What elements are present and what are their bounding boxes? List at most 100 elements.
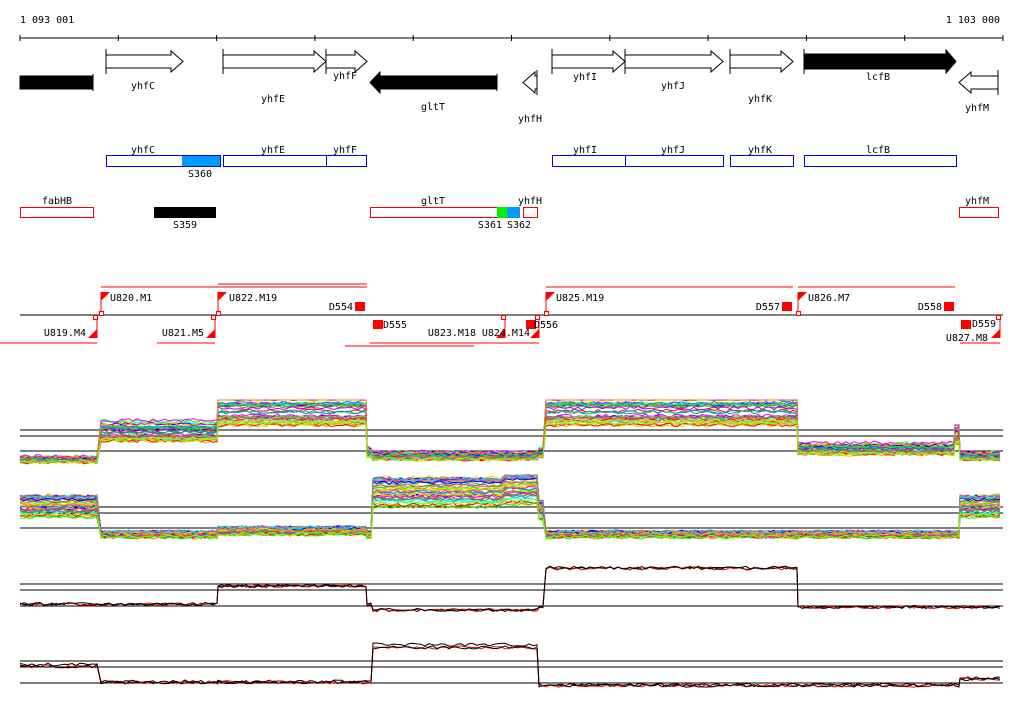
gene-gltT[interactable] xyxy=(369,70,498,95)
tu-lower-U824.M14[interactable]: U824.M14 xyxy=(470,315,540,344)
segment-label: S359 xyxy=(173,220,197,231)
tu-label: U822.M19 xyxy=(229,293,277,304)
forward-gene-yhfE[interactable]: yhfE xyxy=(223,145,327,167)
gene-label: gltT xyxy=(421,102,445,113)
reverse-gene-gltT[interactable]: gltT xyxy=(370,196,498,218)
gene-yhfK[interactable] xyxy=(729,49,794,74)
tu-lower-U827.M8[interactable]: U827.M8 xyxy=(946,315,1001,344)
reverse-gene-box xyxy=(523,207,538,218)
tu-label: U821.M5 xyxy=(162,328,204,339)
downshift-D556[interactable]: D556 xyxy=(526,320,558,331)
gene-yhfE[interactable] xyxy=(222,49,327,74)
gene-yhfC[interactable] xyxy=(105,49,184,74)
reverse-gene-label: gltT xyxy=(421,196,445,207)
downshift-D557[interactable]: D557 xyxy=(756,302,792,313)
gene-lcfB[interactable] xyxy=(803,48,957,75)
gene-label: yhfK xyxy=(748,94,772,105)
forward-gene-label: lcfB xyxy=(866,145,890,156)
gene-label: yhfC xyxy=(131,81,155,92)
downshift-marker xyxy=(355,302,365,311)
gene-arrow-shape xyxy=(624,49,724,74)
reverse-gene-fabHB[interactable]: fabHB xyxy=(20,196,94,218)
forward-gene-yhfF[interactable]: yhfF xyxy=(326,145,367,167)
forward-strand-track: yhfC yhfE yhfF yhfI yhfJ yhfK lcfB S360 xyxy=(106,145,957,180)
tu-upper-U822.M19[interactable]: U822.M19 xyxy=(216,286,368,316)
downshift-marker xyxy=(526,320,536,329)
forward-gene-box xyxy=(106,155,221,167)
tu-label: U826.M7 xyxy=(808,293,850,304)
expression-profile-line xyxy=(19,474,1001,535)
ruler: 1 093 001 1 103 000 xyxy=(19,15,1004,41)
tu-marker xyxy=(501,315,506,320)
promoter-flag-icon xyxy=(496,329,505,338)
downshift-marker xyxy=(944,302,954,311)
expression-panel-1 xyxy=(19,399,1003,465)
segment-label: S362 xyxy=(507,220,531,231)
forward-gene-box xyxy=(326,155,367,167)
reverse-gene-label: yhfM xyxy=(965,196,989,207)
gene-fabHB[interactable] xyxy=(19,74,94,91)
forward-gene-label: yhfI xyxy=(573,145,597,156)
tu-marker xyxy=(544,311,549,316)
segment-S361[interactable] xyxy=(497,207,507,218)
tu-marker xyxy=(211,315,216,320)
gene-arrow-shape xyxy=(105,49,184,74)
forward-gene-box xyxy=(625,155,724,167)
segment-S360[interactable] xyxy=(182,156,220,166)
expression-profile-line xyxy=(19,645,1001,688)
gene-yhfM[interactable] xyxy=(958,70,999,95)
downshift-D559[interactable]: D559 xyxy=(961,319,996,330)
promoter-flag-icon xyxy=(88,329,97,338)
gene-yhfJ[interactable] xyxy=(624,49,724,74)
forward-gene-yhfC[interactable]: yhfC xyxy=(106,145,221,167)
expression-profile-line xyxy=(19,479,1001,536)
forward-gene-label: yhfJ xyxy=(661,145,685,156)
downshift-marker xyxy=(782,302,792,311)
reverse-gene-box xyxy=(370,207,498,218)
expression-profile-line xyxy=(19,483,1001,537)
ruler-ticks xyxy=(19,35,1004,41)
ruler-start-label: 1 093 001 xyxy=(20,15,74,26)
tu-lower-U819.M4[interactable]: U819.M4 xyxy=(0,315,98,344)
downshift-D555[interactable]: D555 xyxy=(373,320,407,331)
segment-S359[interactable] xyxy=(154,207,216,218)
reverse-gene-yhfM[interactable]: yhfM xyxy=(959,196,999,218)
tu-label: U820.M1 xyxy=(110,293,152,304)
forward-gene-lcfB[interactable]: lcfB xyxy=(804,145,957,167)
gene-yhfI[interactable] xyxy=(551,49,626,74)
tu-marker xyxy=(216,311,221,316)
forward-gene-yhfJ[interactable]: yhfJ xyxy=(625,145,724,167)
reverse-gene-yhfH[interactable]: yhfH xyxy=(518,196,542,218)
downshift-D558[interactable]: D558 xyxy=(918,302,954,313)
expression-panel-3 xyxy=(19,565,1003,613)
expression-profile-line xyxy=(19,474,1001,535)
downshift-D554[interactable]: D554 xyxy=(329,302,365,313)
reverse-gene-box xyxy=(20,207,94,218)
gene-arrow-shape xyxy=(958,70,999,95)
gene-label: fabHB xyxy=(42,81,72,92)
gene-arrow-shape xyxy=(522,70,538,95)
segment-S362[interactable] xyxy=(507,207,520,218)
gene-label: yhfI xyxy=(573,72,597,83)
forward-gene-yhfI[interactable]: yhfI xyxy=(552,145,626,167)
gene-arrow-shape xyxy=(369,70,498,95)
gene-yhfH[interactable] xyxy=(522,70,538,95)
tu-lower-U821.M5[interactable]: U821.M5 xyxy=(157,315,216,344)
ruler-end-label: 1 103 000 xyxy=(946,15,1000,26)
downshift-label: D555 xyxy=(383,320,407,331)
expression-profile-line xyxy=(19,480,1001,536)
gene-arrow-shape xyxy=(729,49,794,74)
forward-gene-yhfK[interactable]: yhfK xyxy=(730,145,794,167)
downshift-marker xyxy=(373,320,383,329)
forward-gene-label: yhfE xyxy=(261,145,285,156)
forward-gene-box xyxy=(223,155,327,167)
forward-gene-label: yhfK xyxy=(748,145,772,156)
tu-upper-U826.M7[interactable]: U826.M7 xyxy=(796,286,956,316)
expression-profile-line xyxy=(19,476,1001,535)
promoter-flag-icon xyxy=(798,292,807,301)
gene-yhfF[interactable] xyxy=(325,49,368,74)
tu-marker xyxy=(796,311,801,316)
forward-gene-box xyxy=(804,155,957,167)
gene-arrow-track xyxy=(19,48,999,95)
tu-upper-U825.M19[interactable]: U825.M19 xyxy=(544,286,794,316)
